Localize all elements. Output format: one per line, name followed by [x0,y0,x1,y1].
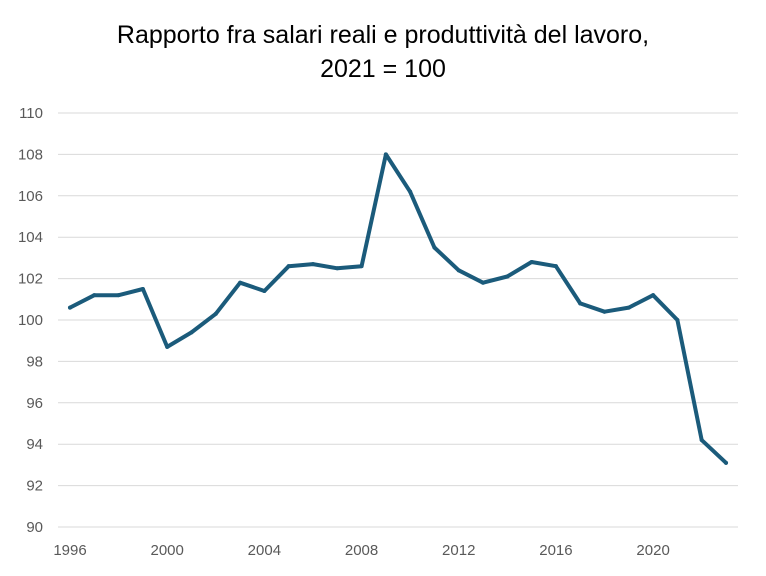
data-point [553,264,558,269]
data-point [602,309,607,314]
y-axis: 90 92 94 96 98 100 102 104 106 108 110 [18,105,43,536]
data-point [432,245,437,250]
data-point [140,286,145,291]
data-point [505,274,510,279]
x-tick-label: 2016 [539,542,572,559]
data-point [675,318,680,322]
gridlines [58,112,738,528]
x-tick-label: 2012 [442,542,475,559]
data-point [116,293,121,298]
x-tick-label: 2008 [345,542,378,559]
y-tick-label: 104 [18,229,43,246]
y-tick-label: 110 [19,105,43,122]
data-point [165,344,170,349]
data-point [626,305,631,310]
data-point [92,293,97,298]
data-point [651,293,656,298]
y-tick-label: 100 [18,312,43,329]
data-point [456,268,461,273]
y-tick-label: 96 [26,395,43,412]
data-point [335,266,340,271]
data-point [359,264,364,269]
data-point [408,189,413,194]
data-point [68,305,72,310]
data-point [724,460,728,465]
x-tick-label: 1996 [53,542,86,559]
chart-title: Rapporto fra salari reali e produttività… [0,18,766,86]
series-layer [68,152,728,465]
y-tick-label: 92 [26,478,43,495]
y-tick-label: 90 [26,519,43,536]
data-point [310,262,315,267]
data-point [481,280,486,285]
y-tick-label: 106 [18,188,43,205]
data-point [238,280,243,285]
data-point [529,260,534,265]
y-tick-label: 102 [18,271,43,288]
y-tick-label: 108 [18,146,43,163]
x-tick-label: 2020 [636,542,669,559]
data-point [262,289,267,294]
chart-title-line-1: Rapporto fra salari reali e produttività… [116,21,650,49]
data-point [578,301,583,306]
y-tick-label: 98 [26,353,43,370]
data-point [699,438,704,443]
series-line [68,152,728,465]
data-point [189,330,194,335]
x-tick-label: 2000 [150,542,183,559]
data-point [286,264,291,269]
x-tick-label: 2004 [248,542,281,559]
data-point [383,152,388,157]
y-tick-label: 94 [26,436,43,453]
x-axis: 1996 2000 2004 2008 2012 2016 2020 [53,542,669,559]
data-point [213,311,218,316]
chart-title-line-2: 2021 = 100 [320,55,446,83]
